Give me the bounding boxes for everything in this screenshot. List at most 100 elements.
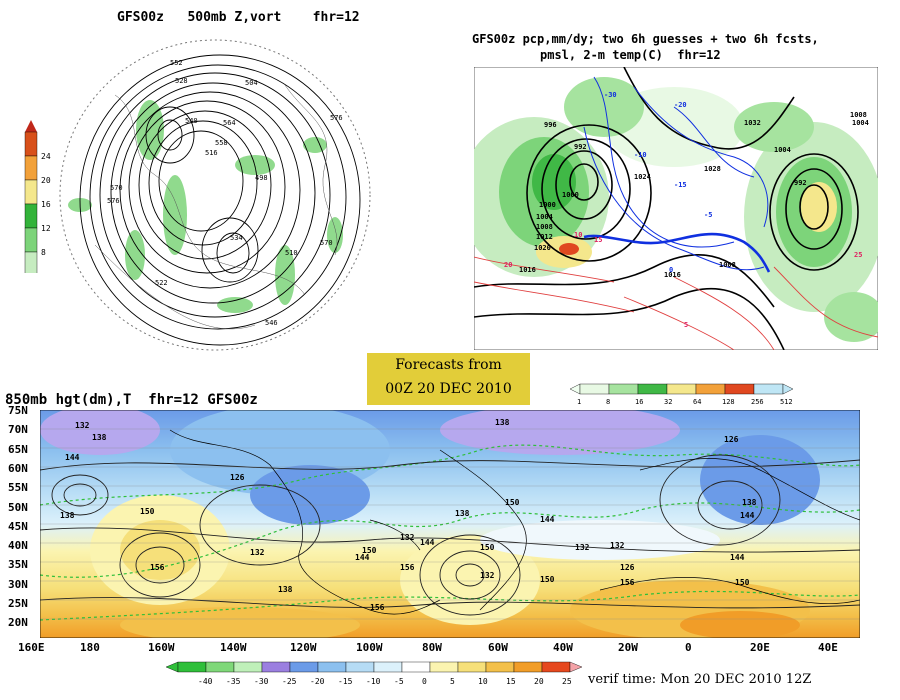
height-label: 132 [75,421,90,430]
temperature-label: -20 [674,101,687,109]
longitude-label: 40E [818,641,838,654]
height-label: 144 [355,553,370,562]
height-label: 144 [740,511,755,520]
colorbar-tick-label: 16 [635,398,643,406]
panel-500mb-colorbar: 24 20 16 12 8 4 [24,120,51,273]
pressure-label: 1016 [664,271,681,279]
latitude-label: 60N [8,461,28,475]
panel-500mb-map: 570 576 552 528 540 516 564 558 504 498 534 510 522 5… [59,39,371,351]
height-label: 156 [620,578,635,587]
colorbar-box [541,661,571,673]
colorbar-box [205,661,235,673]
geopotential-contours [79,54,361,346]
height-label: 546 [265,319,278,327]
colorbar-tick-label: 512 [780,398,793,406]
height-label: 504 [245,79,258,87]
height-label: 126 [230,473,245,482]
pressure-label: 1004 [774,146,791,154]
latitude-label: 50N [8,500,28,514]
colorbar-tick-label: 16 [41,200,51,209]
colorbar-box [485,661,515,673]
height-label: 570 [320,239,333,247]
vorticity-shading [68,100,343,313]
height-label: 522 [155,279,168,287]
pressure-label: 992 [574,143,587,151]
colorbar-tick-label: 10 [478,677,488,686]
colorbar-tick-label: 8 [41,248,46,257]
colorbar-box [317,661,347,673]
colorbar-box [429,661,459,673]
height-label-group: 570 576 552 528 540 516 564 558 504 498 534 510 522 5… [107,59,343,327]
longitude-label: 40W [553,641,573,654]
height-label: 138 [92,433,107,442]
height-contours [40,454,860,616]
latitude-label: 65N [8,442,28,456]
verif-time: verif time: Mon 20 DEC 2010 12Z [588,672,812,687]
height-label: 126 [620,563,635,572]
isobars [474,67,859,350]
colorbar-tick-label: -35 [226,677,241,686]
colorbar-tick-label: 64 [693,398,701,406]
longitude-label: 160W [148,641,175,654]
colorbar-box [233,661,263,673]
height-label: 156 [150,563,165,572]
temperature-label: 0 [669,266,673,274]
coastlines [94,84,338,330]
colorbar-tick-label: 12 [41,224,51,233]
height-label: 144 [540,515,555,524]
height-label: 150 [480,543,495,552]
colorbar-box [457,661,487,673]
colorbar-box [513,661,543,673]
pressure-label: 992 [794,179,807,187]
temperature-label: 25 [854,251,862,259]
colorbar-tick-label: -40 [198,677,213,686]
colorbar-tick-label: 32 [664,398,672,406]
longitude-label: 160E [18,641,45,654]
temperature-label: -15 [674,181,687,189]
longitude-label: 20E [750,641,770,654]
colorbar-box [373,661,403,673]
colorbar-tick-label: -25 [282,677,297,686]
colorbar-arrow-left [165,661,179,673]
height-label: 150 [362,546,377,555]
colorbar-tick-label: 20 [534,677,544,686]
colorbar-arrow-right [782,383,794,395]
longitude-label: 20W [618,641,638,654]
coastlines-850 [169,429,860,615]
pressure-label: 1012 [536,233,553,241]
freezing-line [583,232,771,273]
panel-850mb-title: 850mb hgt(dm),T fhr=12 GFS00z [5,392,258,408]
height-label: 132 [575,543,590,552]
pressure-label: 1020 [534,244,551,252]
temperature-label: 20 [504,261,512,269]
longitude-label: 100W [356,641,383,654]
height-label: 558 [215,139,228,147]
colorbar-arrow-right [569,661,583,673]
height-label: 132 [250,548,265,557]
longitude-label: 60W [488,641,508,654]
height-label: 138 [455,509,470,518]
warm-temperature-contours [474,256,878,350]
latitude-label: 75N [8,404,28,417]
temperature-label: -5 [704,211,712,219]
latitude-label: 55N [8,481,28,495]
height-label: 156 [400,563,415,572]
latitude-label: 35N [8,558,28,572]
height-label: 498 [255,174,268,182]
panel-500mb-title: GFS00z 500mb Z,vort fhr=12 [117,10,360,25]
height-label: 156 [370,603,385,612]
pressure-label: 1032 [744,119,761,127]
colorbar-box [579,383,610,395]
latitude-label: 20N [8,616,28,630]
colorbar-box [666,383,697,395]
latitude-label: 30N [8,577,28,591]
colorbar-tick-label: 25 [562,677,572,686]
pressure-label: 1028 [704,165,721,173]
pressure-label: 1004 [536,213,553,221]
panel-precip-title-line1: GFS00z pcp,mm/dy; two 6h guesses + two 6… [472,32,819,46]
grid-lines [40,428,860,620]
colorbar-box [345,661,375,673]
panel-precip-title-line2: pmsl, 2-m temp(C) fhr=12 [540,48,721,62]
colorbar-tick-label: 5 [450,677,455,686]
